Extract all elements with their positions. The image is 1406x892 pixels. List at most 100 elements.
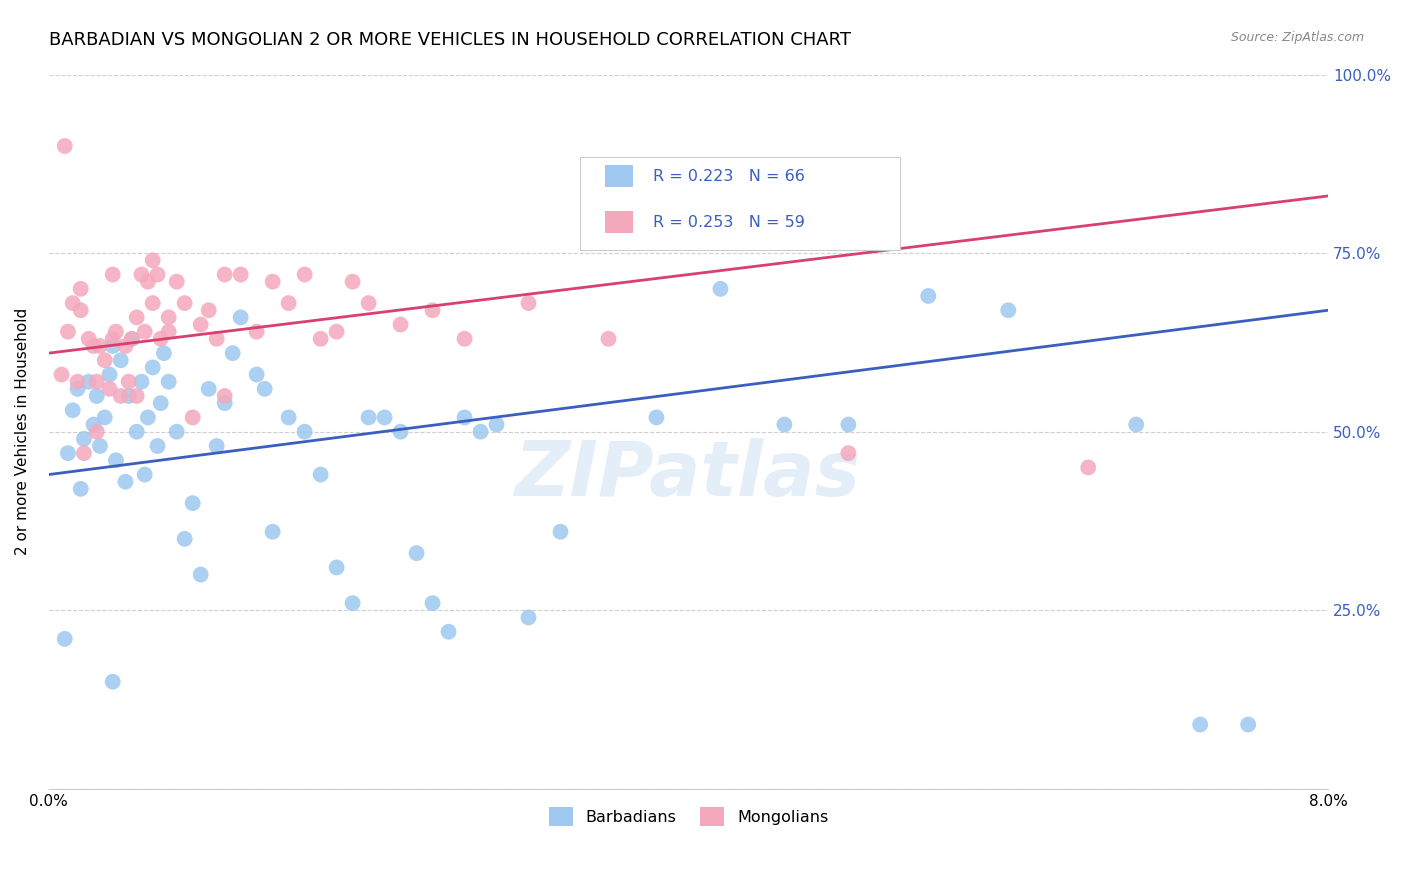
Point bbox=[98, 382, 121, 396]
Point bbox=[325, 560, 347, 574]
Point bbox=[197, 303, 219, 318]
Legend: Barbadians, Mongolians: Barbadians, Mongolians bbox=[541, 799, 837, 834]
Point bbox=[134, 325, 156, 339]
Text: Source: ZipAtlas.com: Source: ZipAtlas.com bbox=[1230, 31, 1364, 45]
Point bbox=[125, 310, 148, 325]
Point bbox=[157, 310, 180, 325]
Point bbox=[142, 296, 165, 310]
Point bbox=[294, 268, 316, 282]
FancyBboxPatch shape bbox=[606, 211, 634, 233]
Point bbox=[134, 467, 156, 482]
Point bbox=[309, 467, 332, 482]
Point bbox=[758, 211, 780, 225]
Point bbox=[1237, 717, 1260, 731]
Point bbox=[357, 296, 380, 310]
Point bbox=[104, 325, 127, 339]
Point bbox=[93, 353, 115, 368]
Point bbox=[453, 410, 475, 425]
Point bbox=[146, 439, 169, 453]
Point bbox=[136, 275, 159, 289]
Point bbox=[357, 410, 380, 425]
Y-axis label: 2 or more Vehicles in Household: 2 or more Vehicles in Household bbox=[15, 308, 30, 556]
Point bbox=[73, 432, 96, 446]
Point bbox=[678, 203, 700, 218]
Point bbox=[125, 389, 148, 403]
Text: R = 0.253   N = 59: R = 0.253 N = 59 bbox=[652, 215, 804, 229]
Point bbox=[69, 303, 91, 318]
Point bbox=[86, 425, 108, 439]
Point bbox=[453, 332, 475, 346]
Point bbox=[229, 310, 252, 325]
Text: ZIPatlas: ZIPatlas bbox=[516, 438, 862, 511]
Point bbox=[166, 425, 188, 439]
Point bbox=[1125, 417, 1147, 432]
Point bbox=[157, 325, 180, 339]
Point bbox=[221, 346, 243, 360]
Point bbox=[1077, 460, 1099, 475]
Point bbox=[89, 339, 111, 353]
Point bbox=[114, 339, 136, 353]
Point bbox=[1189, 717, 1212, 731]
Point bbox=[598, 332, 620, 346]
Point bbox=[709, 282, 731, 296]
Point bbox=[86, 389, 108, 403]
Point bbox=[190, 567, 212, 582]
Point bbox=[325, 325, 347, 339]
Point bbox=[389, 425, 412, 439]
Point bbox=[121, 332, 143, 346]
Point bbox=[118, 389, 141, 403]
FancyBboxPatch shape bbox=[606, 165, 634, 187]
Point bbox=[517, 296, 540, 310]
Point bbox=[62, 403, 84, 417]
Point bbox=[205, 439, 228, 453]
Point bbox=[229, 268, 252, 282]
Point bbox=[550, 524, 572, 539]
Point bbox=[645, 410, 668, 425]
Point bbox=[197, 382, 219, 396]
Point bbox=[598, 218, 620, 232]
Point bbox=[73, 446, 96, 460]
Point bbox=[149, 396, 172, 410]
Point bbox=[277, 296, 299, 310]
Point bbox=[136, 410, 159, 425]
Point bbox=[131, 268, 153, 282]
Point bbox=[98, 368, 121, 382]
Point bbox=[149, 332, 172, 346]
Point bbox=[253, 382, 276, 396]
Text: BARBADIAN VS MONGOLIAN 2 OR MORE VEHICLES IN HOUSEHOLD CORRELATION CHART: BARBADIAN VS MONGOLIAN 2 OR MORE VEHICLE… bbox=[49, 31, 851, 49]
Point bbox=[131, 375, 153, 389]
Point bbox=[101, 332, 124, 346]
Point bbox=[125, 425, 148, 439]
Point bbox=[405, 546, 427, 560]
Point bbox=[62, 296, 84, 310]
Point bbox=[166, 275, 188, 289]
Point bbox=[114, 475, 136, 489]
Point bbox=[121, 332, 143, 346]
Point bbox=[101, 339, 124, 353]
Point bbox=[83, 417, 105, 432]
Point bbox=[309, 332, 332, 346]
Point bbox=[77, 332, 100, 346]
Point bbox=[110, 389, 132, 403]
Point bbox=[190, 318, 212, 332]
Point bbox=[56, 446, 79, 460]
Point bbox=[437, 624, 460, 639]
Point bbox=[83, 339, 105, 353]
Point bbox=[277, 410, 299, 425]
Point bbox=[110, 353, 132, 368]
Point bbox=[66, 382, 89, 396]
Point bbox=[89, 439, 111, 453]
Point bbox=[173, 532, 195, 546]
Point bbox=[153, 346, 176, 360]
Point bbox=[181, 410, 204, 425]
Point bbox=[205, 332, 228, 346]
Point bbox=[246, 368, 269, 382]
Point bbox=[104, 453, 127, 467]
Point bbox=[214, 396, 236, 410]
Point bbox=[86, 375, 108, 389]
Point bbox=[246, 325, 269, 339]
Point bbox=[101, 268, 124, 282]
Point bbox=[485, 417, 508, 432]
Point bbox=[53, 139, 76, 153]
Point bbox=[69, 282, 91, 296]
